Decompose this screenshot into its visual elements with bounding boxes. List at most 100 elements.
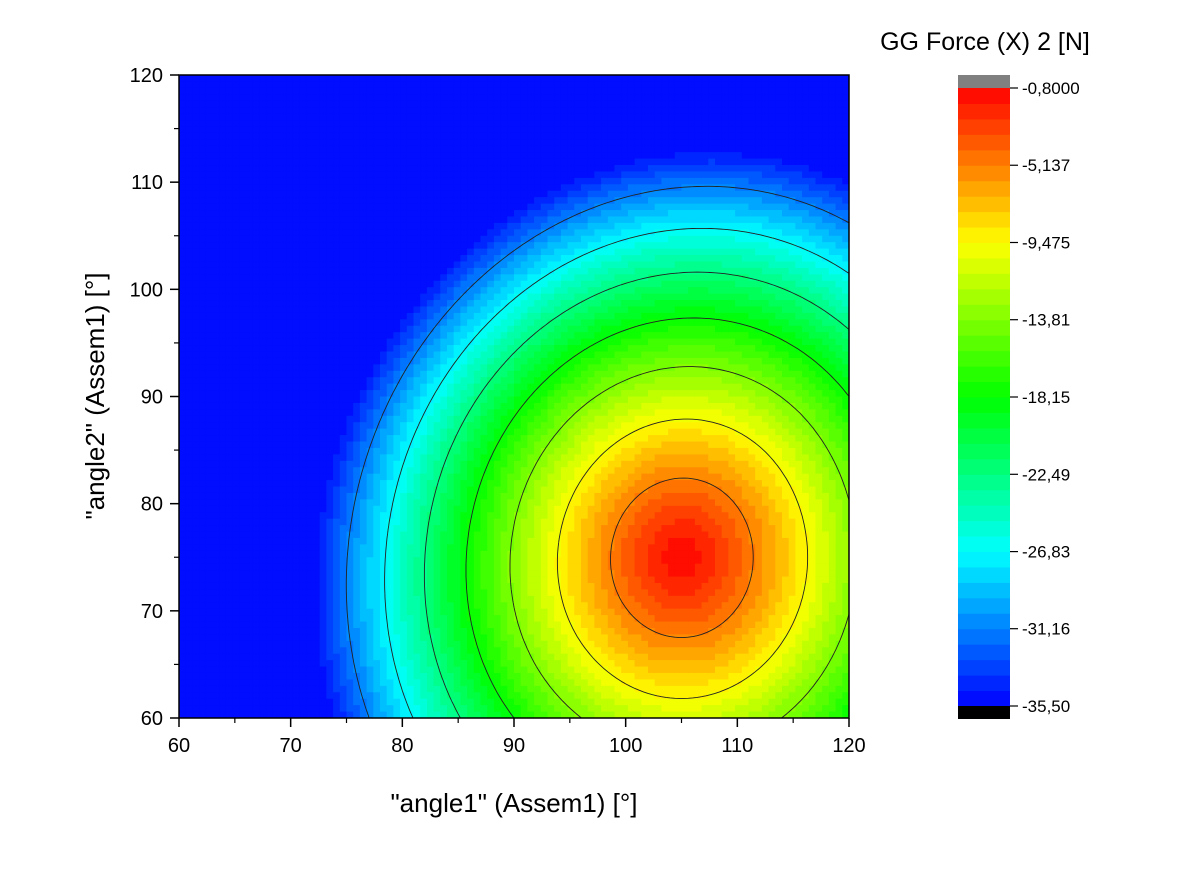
contour-cell bbox=[440, 615, 448, 623]
contour-cell bbox=[380, 113, 388, 121]
contour-cell bbox=[406, 711, 415, 718]
contour-cell bbox=[507, 615, 515, 623]
contour-cell bbox=[326, 422, 334, 430]
contour-cell bbox=[353, 595, 361, 603]
contour-cell bbox=[480, 120, 488, 128]
contour-cell bbox=[179, 345, 187, 353]
contour-cell bbox=[366, 177, 374, 185]
contour-cell bbox=[299, 454, 307, 462]
contour-cell bbox=[185, 531, 193, 539]
contour-cell bbox=[447, 518, 455, 526]
contour-cell bbox=[272, 415, 281, 423]
contour-cell bbox=[279, 608, 287, 616]
contour-cell bbox=[487, 325, 495, 333]
contour-cell bbox=[373, 660, 381, 668]
contour-cell bbox=[239, 377, 247, 385]
contour-cell bbox=[306, 222, 314, 230]
contour-cell bbox=[225, 544, 234, 552]
contour-cell bbox=[500, 312, 508, 320]
contour-cell bbox=[500, 377, 508, 385]
contour-cell bbox=[286, 81, 294, 89]
contour-cell bbox=[346, 357, 354, 365]
contour-cell bbox=[400, 210, 408, 218]
contour-cell bbox=[333, 653, 341, 661]
contour-cell bbox=[252, 177, 260, 185]
contour-cell bbox=[440, 428, 448, 436]
contour-cell bbox=[246, 428, 254, 436]
contour-cell bbox=[313, 377, 321, 385]
contour-cell bbox=[393, 184, 401, 192]
contour-cell bbox=[380, 570, 388, 578]
contour-cell bbox=[406, 589, 415, 597]
contour-cell bbox=[212, 428, 220, 436]
contour-cell bbox=[487, 312, 495, 320]
contour-cell bbox=[333, 370, 341, 378]
contour-cell bbox=[500, 287, 508, 295]
contour-cell bbox=[225, 621, 234, 629]
contour-cell bbox=[393, 525, 401, 533]
contour-cell bbox=[279, 332, 287, 340]
contour-cell bbox=[406, 235, 415, 243]
contour-cell bbox=[487, 287, 495, 295]
contour-cell bbox=[487, 165, 495, 173]
contour-cell bbox=[313, 396, 321, 404]
contour-cell bbox=[246, 480, 254, 488]
contour-cell bbox=[266, 512, 274, 520]
contour-cell bbox=[185, 255, 193, 263]
contour-cell bbox=[440, 120, 448, 128]
contour-cell bbox=[420, 75, 428, 83]
contour-cell bbox=[406, 428, 415, 436]
contour-cell bbox=[246, 274, 254, 282]
contour-cell bbox=[426, 422, 435, 430]
contour-cell bbox=[473, 409, 482, 417]
contour-cell bbox=[225, 486, 234, 494]
contour-cell bbox=[366, 705, 374, 713]
contour-cell bbox=[286, 467, 294, 475]
contour-cell bbox=[480, 492, 488, 500]
contour-cell bbox=[179, 460, 187, 468]
contour-cell bbox=[373, 383, 381, 391]
contour-cell bbox=[480, 525, 488, 533]
contour-cell bbox=[373, 563, 381, 571]
contour-cell bbox=[299, 210, 307, 218]
contour-cell bbox=[380, 87, 388, 95]
contour-cell bbox=[480, 203, 488, 211]
contour-cell bbox=[440, 705, 448, 713]
contour-cell bbox=[319, 158, 327, 166]
contour-cell bbox=[440, 582, 448, 590]
contour-cell bbox=[205, 81, 214, 89]
contour-cell bbox=[440, 409, 448, 417]
contour-cell bbox=[467, 332, 475, 340]
contour-cell bbox=[487, 75, 495, 83]
contour-cell bbox=[366, 152, 374, 160]
contour-cell bbox=[239, 203, 247, 211]
contour-cell bbox=[319, 165, 327, 173]
contour-cell bbox=[306, 589, 314, 597]
contour-cell bbox=[339, 255, 348, 263]
contour-cell bbox=[326, 499, 334, 507]
contour-cell bbox=[500, 409, 508, 417]
contour-cell bbox=[413, 287, 421, 295]
contour-cell bbox=[212, 480, 220, 488]
contour-cell bbox=[339, 672, 348, 681]
contour-cell bbox=[393, 447, 401, 455]
contour-cell bbox=[406, 602, 415, 610]
contour-cell bbox=[353, 312, 361, 320]
contour-cell bbox=[279, 100, 287, 108]
contour-cell bbox=[386, 126, 394, 134]
contour-cell bbox=[420, 705, 428, 713]
contour-cell bbox=[393, 679, 401, 687]
contour-cell bbox=[333, 113, 341, 121]
contour-cell bbox=[440, 602, 448, 610]
contour-cell bbox=[319, 537, 327, 545]
contour-cell bbox=[500, 306, 508, 314]
contour-cell bbox=[380, 383, 388, 391]
contour-cell bbox=[460, 235, 468, 243]
contour-cell bbox=[487, 197, 495, 205]
contour-cell bbox=[266, 525, 274, 533]
contour-cell bbox=[380, 152, 388, 160]
contour-cell bbox=[433, 267, 441, 275]
contour-cell bbox=[299, 525, 307, 533]
contour-cell bbox=[272, 364, 281, 372]
contour-cell bbox=[232, 364, 240, 372]
